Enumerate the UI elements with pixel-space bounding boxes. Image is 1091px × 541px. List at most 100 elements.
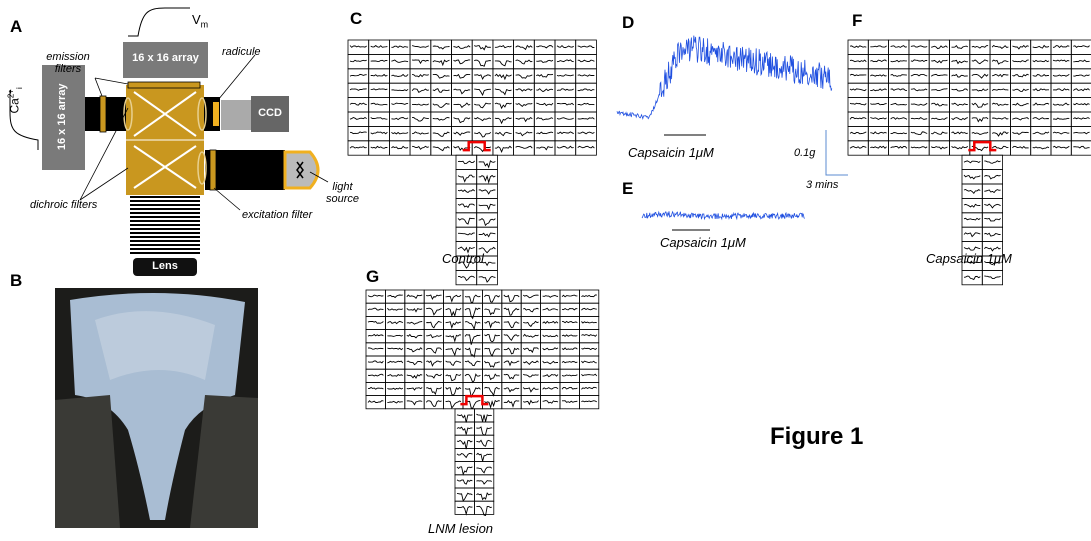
trace: [536, 74, 553, 77]
trace: [870, 46, 886, 47]
trace: [891, 146, 907, 148]
trace: [1033, 118, 1049, 120]
trace: [407, 308, 422, 311]
trace: [1073, 146, 1089, 148]
grid-cell: [982, 213, 1002, 227]
trace: [484, 335, 499, 342]
trace: [407, 322, 422, 325]
trace: [543, 388, 558, 390]
trace: [581, 295, 596, 297]
grid-cell: [410, 69, 431, 83]
trace: [368, 295, 383, 297]
trace: [578, 89, 595, 91]
trace: [870, 146, 886, 148]
grid-cell: [431, 126, 452, 140]
trace: [350, 74, 367, 76]
trace: [433, 132, 450, 136]
trace: [391, 89, 408, 90]
trace: [476, 427, 491, 435]
trace: [387, 321, 402, 323]
grid-cell: [950, 83, 970, 97]
scale-bar: [826, 130, 848, 175]
trace: [952, 60, 968, 63]
trace: [992, 75, 1008, 77]
trace: [952, 89, 968, 91]
trace: [1053, 74, 1069, 76]
trace: [578, 46, 595, 48]
trace: [433, 74, 450, 78]
trace: [387, 375, 402, 377]
grid-cell: [982, 270, 1002, 284]
trace: [458, 233, 475, 235]
trace: [350, 118, 367, 120]
trace: [984, 204, 1000, 208]
annotation: light source: [320, 182, 365, 205]
trace: [368, 308, 383, 310]
trace: [426, 295, 441, 299]
trace: [458, 175, 475, 182]
grid-cell: [482, 330, 501, 343]
trace: [426, 308, 441, 315]
trace: [446, 335, 461, 341]
trace: [476, 481, 491, 484]
trace: [1073, 103, 1089, 105]
trace: [516, 132, 533, 136]
trace: [446, 322, 461, 328]
trace: [1033, 60, 1049, 61]
trace: [523, 308, 538, 312]
trace: [562, 375, 577, 376]
grid-cell: [909, 83, 929, 97]
trace: [984, 276, 1000, 279]
trace: [479, 176, 496, 183]
trace: [454, 89, 471, 94]
trace: [479, 219, 496, 226]
trace: [523, 321, 538, 326]
grid-cell: [1071, 126, 1091, 140]
trace: [391, 60, 408, 62]
trace: [368, 348, 383, 349]
trace: [504, 388, 519, 392]
trace: [972, 118, 988, 122]
trace: [992, 118, 1008, 120]
trace: [578, 60, 595, 62]
trace: [557, 89, 574, 91]
trace: [371, 60, 388, 61]
grid-cell: [389, 98, 410, 112]
grid-cell: [456, 270, 477, 284]
trace: [931, 132, 947, 134]
trace: [412, 46, 429, 48]
trace: [581, 335, 596, 337]
grid-cell: [472, 112, 493, 126]
trace: [870, 60, 886, 62]
trace: [484, 295, 499, 302]
trace: [557, 46, 574, 48]
panel-label: G: [366, 268, 379, 286]
trace: [1012, 74, 1028, 77]
trace: [495, 118, 512, 124]
trace: [457, 507, 472, 515]
trace: [350, 147, 367, 149]
trace: [350, 132, 367, 134]
trace: [412, 146, 429, 149]
trace: [1033, 89, 1049, 91]
trace: [465, 348, 480, 357]
trace: [581, 374, 596, 376]
trace: [407, 335, 422, 338]
trace: [426, 348, 441, 353]
trace: [543, 296, 558, 298]
trace: [523, 374, 538, 377]
grid-cell: [848, 54, 868, 68]
trace: [387, 295, 402, 298]
trace: [523, 295, 538, 298]
panel-label: D: [622, 14, 634, 32]
trace: [523, 388, 538, 392]
trace: [368, 387, 383, 389]
trace: [368, 335, 383, 337]
grid-cell: [410, 141, 431, 155]
trace: [504, 401, 519, 407]
grid-cell: [424, 382, 443, 395]
trace: [992, 132, 1008, 136]
trace: [412, 89, 429, 93]
annotation: dichroic filters: [30, 200, 120, 212]
trace: [1033, 147, 1049, 149]
